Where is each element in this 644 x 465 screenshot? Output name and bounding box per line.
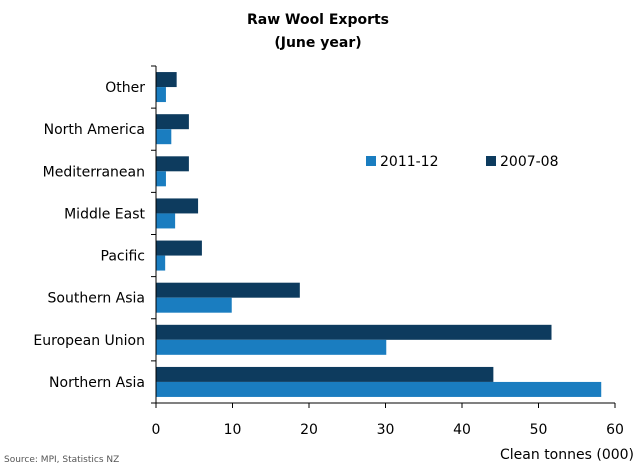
bar-2011-12-mediterranean: [156, 171, 166, 187]
legend-swatch-2011-12: [366, 156, 376, 166]
legend: 2011-12 2007-08: [366, 154, 559, 170]
x-axis-title: Clean tonnes (000): [500, 447, 634, 463]
bar-2007-08-other: [156, 72, 177, 88]
bar-2007-08-northern-asia: [156, 366, 494, 382]
legend-swatch-2007-08: [486, 156, 496, 166]
bar-2007-08-southern-asia: [156, 282, 300, 298]
bar-2007-08-mediterranean: [156, 156, 189, 172]
x-tick-label-0: 0: [152, 422, 161, 438]
x-tick-label-20: 20: [300, 422, 318, 438]
x-tick-label-60: 60: [606, 422, 624, 438]
bars-group: [156, 72, 602, 397]
chart-subtitle: (June year): [274, 35, 361, 51]
bar-2007-08-pacific: [156, 240, 202, 256]
legend-label-2011-12: 2011-12: [380, 154, 439, 170]
bar-2011-12-north-america: [156, 129, 172, 145]
x-tick-label-30: 30: [377, 422, 395, 438]
bar-2011-12-southern-asia: [156, 297, 232, 313]
y-tick-label-pacific: Pacific: [101, 249, 146, 265]
y-axis-labels: Other North America Mediterranean Middle Ea…: [33, 65, 156, 404]
x-tick-label-40: 40: [453, 422, 471, 438]
y-tick-label-middle-east: Middle East: [64, 206, 145, 222]
y-tick-label-northern-asia: Northern Asia: [49, 375, 145, 391]
bar-2007-08-european-union: [156, 324, 552, 340]
bar-2011-12-european-union: [156, 339, 387, 355]
legend-label-2007-08: 2007-08: [500, 154, 559, 170]
x-tick-label-50: 50: [530, 422, 548, 438]
bar-2011-12-pacific: [156, 255, 166, 271]
y-tick-label-mediterranean: Mediterranean: [43, 164, 145, 180]
bar-2011-12-middle-east: [156, 213, 176, 229]
y-tick-label-european-union: European Union: [33, 333, 145, 349]
bar-2007-08-north-america: [156, 114, 189, 130]
chart-title: Raw Wool Exports: [247, 12, 389, 28]
bar-2007-08-middle-east: [156, 198, 199, 214]
x-tick-label-10: 10: [224, 422, 242, 438]
x-axis-ticks: 0 10 20 30 40 50 60: [152, 403, 624, 438]
bar-2011-12-other: [156, 87, 166, 103]
bar-2011-12-northern-asia: [156, 381, 602, 397]
y-tick-label-other: Other: [105, 80, 145, 96]
y-tick-label-north-america: North America: [44, 122, 145, 138]
y-tick-label-southern-asia: Southern Asia: [48, 291, 145, 307]
source-note: Source: MPI, Statistics NZ: [4, 455, 119, 465]
